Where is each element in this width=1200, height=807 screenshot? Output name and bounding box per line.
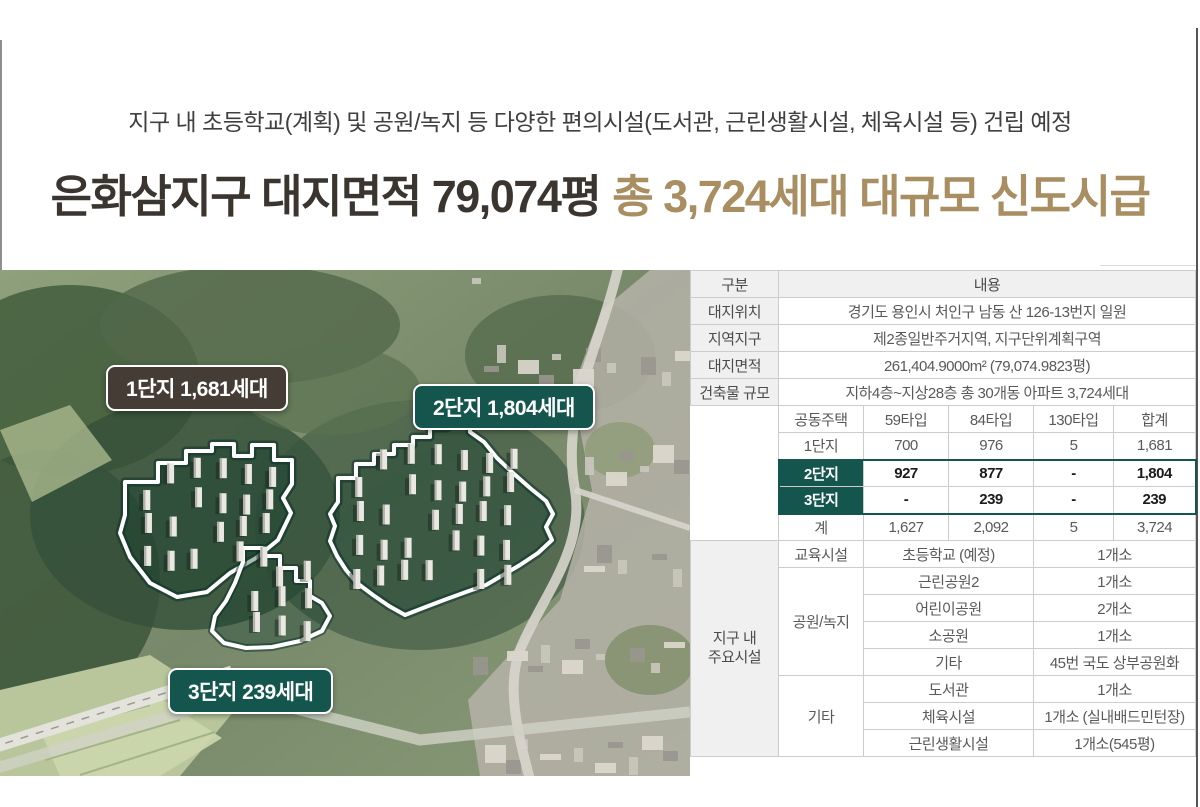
cell-value: 1,804 xyxy=(1112,458,1197,487)
cell-value: 976 xyxy=(948,432,1034,460)
cell-value: - xyxy=(1033,458,1114,487)
housing-header-row: 공동주택 59타입 84타입 130타입 합계 xyxy=(691,405,1197,433)
cell-value: 239 xyxy=(1112,486,1197,515)
table-header-row: 구분 내용 xyxy=(690,270,1197,298)
header-gubun: 구분 xyxy=(690,270,779,298)
slide-edge-horizontal xyxy=(1100,265,1196,266)
row-label: 건축물 규모 xyxy=(690,378,779,406)
row-label: 대지위치 xyxy=(690,297,779,325)
row-label: 대지면적 xyxy=(690,351,779,379)
row-value: 지하4층~지상28층 총 30개동 아파트 3,724세대 xyxy=(777,378,1197,406)
complex-3-badge: 3단지 239세대 xyxy=(168,668,334,714)
complex-1-buildings xyxy=(139,457,277,572)
facility-row: 기타 도서관 1개소 xyxy=(691,675,1197,757)
facility-row: 어린이공원 2개소 xyxy=(691,594,1197,622)
row-label: 지역지구 xyxy=(690,324,779,352)
table-row: 지역지구 제2종일반주거지역, 지구단위계획구역 xyxy=(690,324,1197,352)
facility-name: 도서관 xyxy=(863,675,1034,703)
complex-2-buildings xyxy=(349,443,518,590)
spec-table: 구분 내용 대지위치 경기도 용인시 처인구 남동 산 126-13번지 일원 … xyxy=(690,270,1197,757)
facility-name: 초등학교 (예정) xyxy=(863,540,1034,568)
facility-category: 교육시설 xyxy=(778,540,864,568)
facility-row: 체육시설 1개소 (실내배드민턴장) xyxy=(691,702,1197,730)
page-title: 은화삼지구 대지면적 79,074평 총 3,724세대 대규모 신도시급 xyxy=(0,160,1200,225)
facility-count: 1개소 xyxy=(1032,621,1197,649)
housing-header: 130타입 xyxy=(1033,405,1114,433)
cell-value: 927 xyxy=(863,458,949,487)
housing-header: 공동주택 xyxy=(778,405,864,433)
facility-name: 어린이공원 xyxy=(863,594,1034,622)
facility-row: 근린생활시설 1개소(545평) xyxy=(691,729,1197,757)
table-row: 건축물 규모 지하4층~지상28층 총 30개동 아파트 3,724세대 xyxy=(690,378,1197,406)
facility-row: 공원/녹지 근린공원2 1개소 xyxy=(691,567,1197,676)
facility-name: 기타 xyxy=(863,648,1034,676)
slide-edge-left xyxy=(0,40,2,270)
facility-count: 1개소 xyxy=(1032,567,1197,595)
row-value: 261,404.9000m² (79,074.9823평) xyxy=(777,351,1197,379)
facility-count: 1개소(545평) xyxy=(1032,729,1197,757)
cell-value: 1,627 xyxy=(863,513,949,541)
slide-edge-right xyxy=(1196,28,1198,807)
title-main: 은화삼지구 대지면적 79,074평 xyxy=(50,171,602,222)
row-value: 경기도 용인시 처인구 남동 산 126-13번지 일원 xyxy=(777,297,1197,325)
housing-row-total: 계 1,627 2,092 5 3,724 xyxy=(691,513,1197,541)
facility-name: 근린생활시설 xyxy=(863,729,1034,757)
spacer-cell xyxy=(691,460,779,487)
facility-category: 기타 xyxy=(778,675,864,757)
header-naeyong: 내용 xyxy=(777,270,1197,298)
facility-name: 근린공원2 xyxy=(863,567,1034,595)
row-label-highlight: 3단지 xyxy=(777,486,864,515)
header-subtitle: 지구 내 초등학교(계획) 및 공원/녹지 등 다양한 편의시설(도서관, 근린… xyxy=(128,109,1072,135)
complex-3-outline xyxy=(208,544,334,652)
complex-3-buildings xyxy=(247,560,312,643)
spec-table-panel: 구분 내용 대지위치 경기도 용인시 처인구 남동 산 126-13번지 일원 … xyxy=(690,270,1197,757)
spacer-cell xyxy=(691,406,779,433)
complex-2-badge: 2단지 1,804세대 xyxy=(413,384,595,430)
facility-category: 공원/녹지 xyxy=(778,567,864,676)
spacer-cell xyxy=(691,433,779,460)
facility-count: 2개소 xyxy=(1032,594,1197,622)
cell-value: 2,092 xyxy=(948,513,1034,541)
title-accent: 총 3,724세대 대규모 신도시급 xyxy=(612,171,1151,222)
facility-name: 체육시설 xyxy=(863,702,1034,730)
facility-group-text: 지구 내 주요시설 xyxy=(707,629,762,666)
aerial-photo-panel: 1단지 1,681세대 2단지 1,804세대 3단지 239세대 xyxy=(0,270,690,776)
row-value: 제2종일반주거지역, 지구단위계획구역 xyxy=(777,324,1197,352)
housing-header: 합계 xyxy=(1112,405,1197,433)
housing-row-danji1: 1단지 700 976 5 1,681 xyxy=(691,432,1197,460)
row-label-highlight: 2단지 xyxy=(777,458,864,487)
table-row: 대지위치 경기도 용인시 처인구 남동 산 126-13번지 일원 xyxy=(690,297,1197,325)
housing-header: 59타입 xyxy=(863,405,949,433)
facility-row: 지구 내 주요시설 교육시설 초등학교 (예정) 1개소 xyxy=(690,540,1197,757)
cell-value: 877 xyxy=(948,458,1034,487)
housing-row-danji2-highlight: 2단지 927 877 - 1,804 xyxy=(691,458,1197,487)
row-label: 계 xyxy=(778,513,864,541)
spacer-cell xyxy=(691,514,779,541)
facility-name: 소공원 xyxy=(863,621,1034,649)
spacer-cell xyxy=(691,487,779,514)
aerial-photo xyxy=(0,270,690,776)
complex-1-badge: 1단지 1,681세대 xyxy=(106,365,288,411)
cell-value: - xyxy=(1033,486,1114,515)
facility-count: 1개소 (실내배드민턴장) xyxy=(1032,702,1197,730)
facility-row: 기타 45번 국도 상부공원화 xyxy=(691,648,1197,676)
housing-row-danji3-highlight: 3단지 - 239 - 239 xyxy=(691,486,1197,515)
cell-value: 5 xyxy=(1033,513,1114,541)
facility-count: 1개소 xyxy=(1032,675,1197,703)
cell-value: - xyxy=(863,486,949,515)
cell-value: 700 xyxy=(863,432,949,460)
facility-count: 45번 국도 상부공원화 xyxy=(1032,648,1197,676)
cell-value: 3,724 xyxy=(1112,513,1197,541)
facility-row: 소공원 1개소 xyxy=(691,621,1197,649)
facility-count: 1개소 xyxy=(1032,540,1197,568)
cell-value: 239 xyxy=(948,486,1034,515)
cell-value: 5 xyxy=(1033,432,1114,460)
table-row: 대지면적 261,404.9000m² (79,074.9823평) xyxy=(690,351,1197,379)
housing-header: 84타입 xyxy=(948,405,1034,433)
facility-group-label: 지구 내 주요시설 xyxy=(690,540,779,757)
cell-value: 1,681 xyxy=(1112,432,1197,460)
row-label: 1단지 xyxy=(778,432,864,460)
